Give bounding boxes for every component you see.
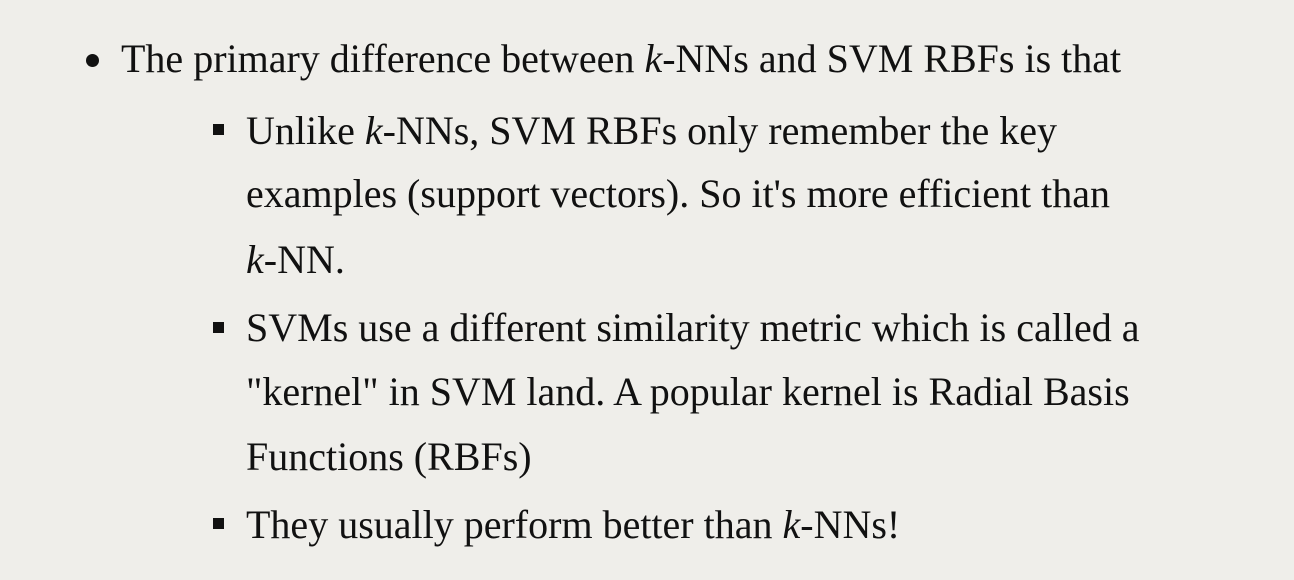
sub-bullet-2-text: Functions (RBFs) — [246, 434, 532, 479]
square-bullet-icon — [213, 518, 224, 529]
k-variable: k — [782, 502, 801, 547]
bullet-dot-icon — [86, 54, 99, 67]
sub-bullet-2-text: "kernel" in SVM land. A popular kernel i… — [246, 369, 1130, 414]
sub-bullet-2-line-1: SVMs use a different similarity metric w… — [246, 308, 1139, 348]
sub-bullet-1-suffix: -NNs, SVM RBFs only remember the key — [382, 108, 1058, 153]
sub-bullet-1-line-2: examples (support vectors). So it's more… — [246, 174, 1110, 214]
sub-bullet-3-prefix: They usually perform better than — [246, 502, 783, 547]
sub-bullet-1-prefix: Unlike — [246, 108, 365, 153]
main-bullet-text: The primary difference between k-NNs and… — [121, 39, 1121, 79]
sub-bullet-1-text: examples (support vectors). So it's more… — [246, 171, 1111, 216]
sub-bullet-2-line-3: Functions (RBFs) — [246, 437, 532, 477]
square-bullet-icon — [213, 124, 224, 135]
main-bullet-suffix: -NNs and SVM RBFs is that — [662, 36, 1122, 81]
sub-bullet-3-line-1: They usually perform better than k-NNs! — [246, 505, 900, 545]
square-bullet-icon — [213, 322, 224, 333]
k-variable: k — [246, 237, 264, 282]
sub-bullet-2-line-2: "kernel" in SVM land. A popular kernel i… — [246, 372, 1130, 412]
sub-bullet-2-text: SVMs use a different similarity metric w… — [246, 305, 1140, 350]
sub-bullet-1-end: -NN. — [263, 237, 345, 282]
k-variable: k — [364, 108, 383, 153]
sub-bullet-1-line-3: k-NN. — [246, 240, 345, 280]
main-bullet-prefix: The primary difference between — [121, 36, 645, 81]
sub-bullet-1-line-1: Unlike k-NNs, SVM RBFs only remember the… — [246, 111, 1057, 151]
sub-bullet-3-suffix: -NNs! — [800, 502, 901, 547]
k-variable: k — [644, 36, 663, 81]
